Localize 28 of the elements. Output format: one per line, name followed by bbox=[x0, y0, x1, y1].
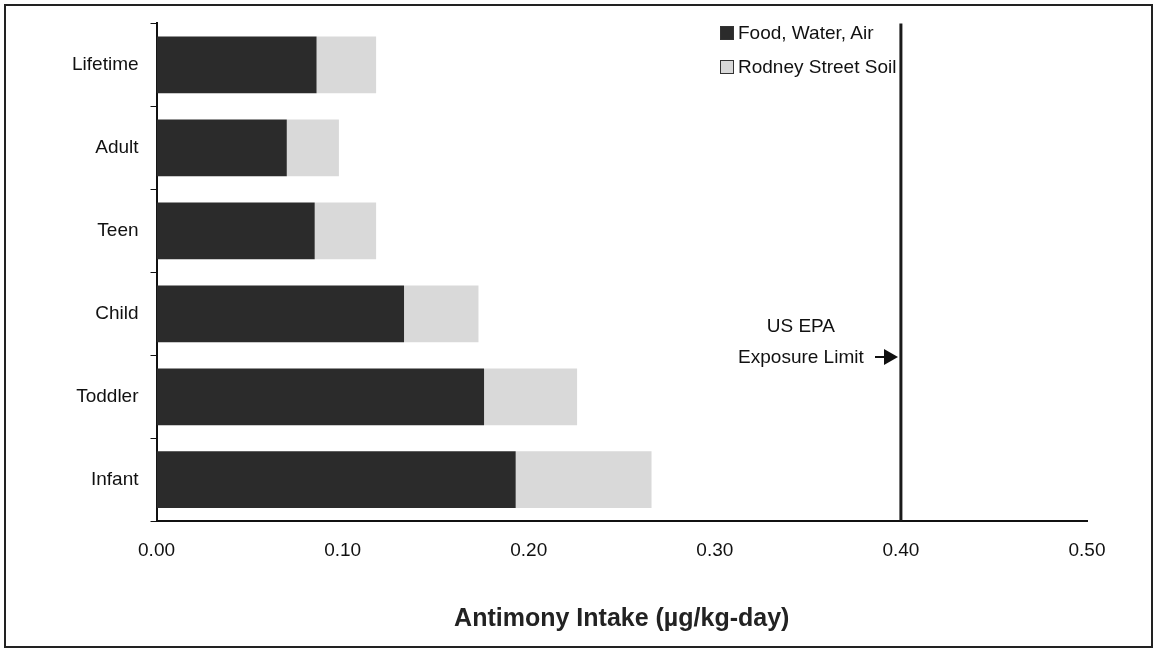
bar bbox=[156, 119, 287, 177]
x-tick-label: 0.20 bbox=[510, 538, 548, 560]
bar bbox=[156, 451, 516, 509]
y-tick-label: Child bbox=[95, 302, 139, 324]
bar bbox=[316, 36, 377, 94]
x-tick-label: 0.40 bbox=[882, 538, 920, 560]
y-tick-label: Lifetime bbox=[72, 53, 139, 75]
x-tick-label: 0.00 bbox=[138, 538, 176, 560]
x-tick-label: 0.50 bbox=[1068, 538, 1106, 560]
bar bbox=[404, 285, 479, 343]
bar bbox=[156, 368, 485, 426]
bar bbox=[286, 119, 339, 177]
bar bbox=[156, 36, 317, 94]
legend-label: Food, Water, Air bbox=[738, 21, 874, 45]
x-tick-label: 0.10 bbox=[324, 538, 362, 560]
y-tick-label: Teen bbox=[97, 219, 139, 241]
bar bbox=[515, 451, 652, 509]
legend-label: Rodney Street Soil bbox=[738, 55, 897, 79]
bar bbox=[314, 202, 377, 260]
x-axis-title: Antimony Intake (µg/kg-day) bbox=[454, 602, 790, 631]
y-tick-label: Adult bbox=[95, 136, 140, 158]
y-tick-label: Infant bbox=[90, 467, 140, 489]
ref-line-label: US EPA Exposure Limit bbox=[738, 314, 865, 367]
bar bbox=[484, 368, 578, 426]
y-tick-label: Toddler bbox=[76, 384, 140, 406]
x-tick-label: 0.30 bbox=[696, 538, 734, 560]
bar bbox=[156, 202, 315, 260]
bar bbox=[156, 285, 405, 343]
